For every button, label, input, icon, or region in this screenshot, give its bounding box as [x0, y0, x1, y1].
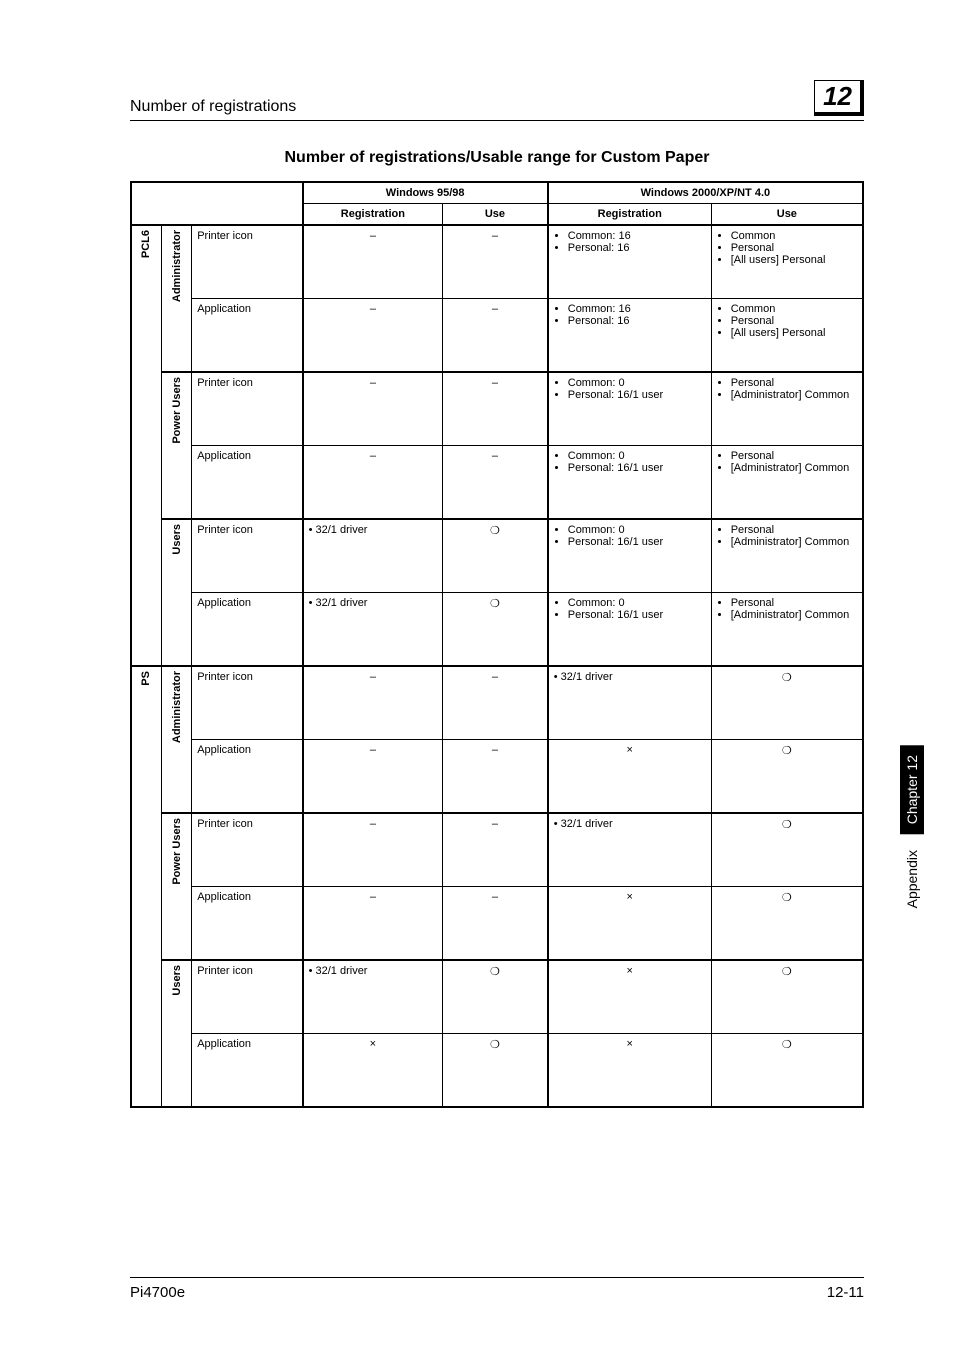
cell: Common Personal [All users] Personal	[711, 299, 863, 373]
cell: • 32/1 driver	[548, 813, 711, 887]
cell-item: Application	[192, 740, 303, 814]
cell: ❍	[443, 1034, 548, 1108]
cell: Personal [Administrator] Common	[711, 446, 863, 520]
cell: –	[303, 887, 443, 961]
section-heading: Number of registrations/Usable range for…	[130, 149, 864, 167]
col-registration-1: Registration	[303, 204, 443, 226]
cell: Common: 16 Personal: 16	[548, 299, 711, 373]
cell: ❍	[443, 960, 548, 1034]
cell: –	[303, 372, 443, 446]
cell: • 32/1 driver	[303, 960, 443, 1034]
col-use-2: Use	[711, 204, 863, 226]
cell: –	[303, 299, 443, 373]
cell: –	[303, 225, 443, 299]
cell: Personal [Administrator] Common	[711, 519, 863, 593]
cell: –	[303, 446, 443, 520]
cell-item: Printer icon	[192, 519, 303, 593]
cell: • 32/1 driver	[548, 666, 711, 740]
cell: Common: 0 Personal: 16/1 user	[548, 519, 711, 593]
cell: –	[303, 666, 443, 740]
col-group-win95: Windows 95/98	[303, 182, 548, 204]
cell-item: Application	[192, 593, 303, 667]
cell: ❍	[711, 887, 863, 961]
cell: Personal [Administrator] Common	[711, 372, 863, 446]
cell-item: Printer icon	[192, 225, 303, 299]
role-users-1: Users	[171, 524, 183, 555]
page-header-title: Number of registrations	[130, 98, 296, 116]
cell: –	[443, 299, 548, 373]
cell: ❍	[443, 593, 548, 667]
cell: Common: 0 Personal: 16/1 user	[548, 593, 711, 667]
cell: Personal [Administrator] Common	[711, 593, 863, 667]
role-power-2: Power Users	[171, 818, 183, 885]
cell: ×	[548, 1034, 711, 1108]
cell-item: Printer icon	[192, 813, 303, 887]
driver-ps: PS	[140, 671, 152, 686]
cell-item: Application	[192, 299, 303, 373]
cell-item: Printer icon	[192, 960, 303, 1034]
cell: Common: 0 Personal: 16/1 user	[548, 446, 711, 520]
cell: –	[443, 225, 548, 299]
cell: –	[303, 813, 443, 887]
cell: ❍	[711, 813, 863, 887]
cell: ❍	[711, 740, 863, 814]
page-number-badge: 12	[814, 80, 864, 116]
footer-right: 12-11	[827, 1284, 864, 1301]
footer-left: Pi4700e	[130, 1284, 185, 1301]
role-admin-1: Administrator	[171, 230, 183, 302]
cell-item: Printer icon	[192, 372, 303, 446]
cell: • 32/1 driver	[303, 519, 443, 593]
cell: Common: 16 Personal: 16	[548, 225, 711, 299]
cell: ❍	[711, 666, 863, 740]
driver-pcl6: PCL6	[140, 230, 152, 258]
cell: ×	[548, 740, 711, 814]
cell-item: Application	[192, 887, 303, 961]
role-power-1: Power Users	[171, 377, 183, 444]
side-tab-chapter: Chapter 12	[900, 745, 924, 834]
cell: –	[303, 740, 443, 814]
cell: Common: 0 Personal: 16/1 user	[548, 372, 711, 446]
registrations-table: Windows 95/98 Windows 2000/XP/NT 4.0 Reg…	[130, 181, 864, 1108]
cell: Common Personal [All users] Personal	[711, 225, 863, 299]
cell: • 32/1 driver	[303, 593, 443, 667]
cell: –	[443, 813, 548, 887]
side-tabs: Chapter 12 Appendix	[900, 745, 924, 915]
col-use-1: Use	[443, 204, 548, 226]
cell: –	[443, 446, 548, 520]
cell: ×	[303, 1034, 443, 1108]
cell: ❍	[443, 519, 548, 593]
cell: –	[443, 740, 548, 814]
role-users-2: Users	[171, 965, 183, 996]
col-registration-2: Registration	[548, 204, 711, 226]
cell: ❍	[711, 960, 863, 1034]
cell: –	[443, 666, 548, 740]
cell: –	[443, 372, 548, 446]
cell: ×	[548, 887, 711, 961]
cell-item: Application	[192, 1034, 303, 1108]
side-tab-appendix: Appendix	[902, 844, 922, 914]
cell: ❍	[711, 1034, 863, 1108]
col-group-win2000: Windows 2000/XP/NT 4.0	[548, 182, 863, 204]
cell: ×	[548, 960, 711, 1034]
cell-item: Printer icon	[192, 666, 303, 740]
cell: –	[443, 887, 548, 961]
role-admin-2: Administrator	[171, 671, 183, 743]
cell-item: Application	[192, 446, 303, 520]
